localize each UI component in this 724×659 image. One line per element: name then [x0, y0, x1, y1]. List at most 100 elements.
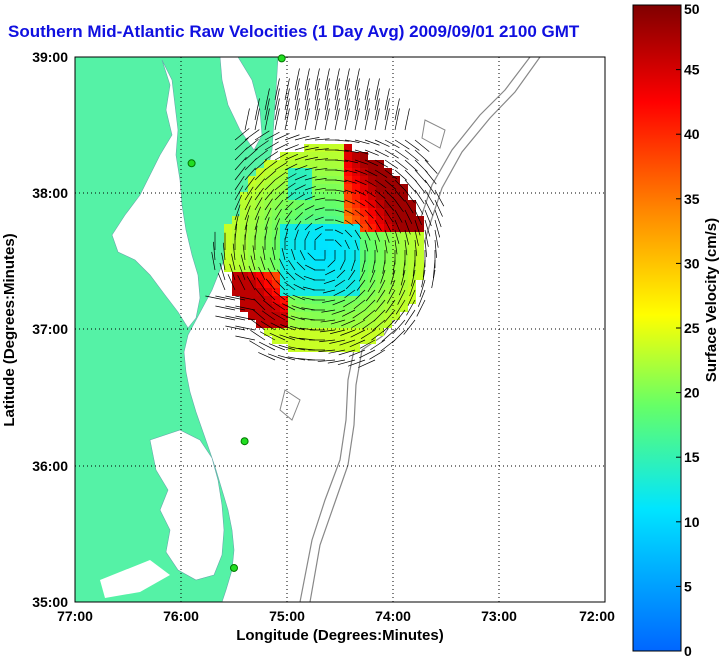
- velocity-vector: [254, 287, 266, 301]
- velocity-vector: [304, 137, 320, 141]
- velocity-vector: [394, 199, 404, 213]
- velocity-vector: [334, 179, 347, 182]
- velocity-cell: [352, 248, 360, 256]
- velocity-cell: [376, 232, 384, 240]
- velocity-vector: [323, 279, 336, 285]
- velocity-vector: [404, 209, 413, 224]
- velocity-vector: [288, 259, 296, 271]
- velocity-cell: [280, 232, 288, 240]
- velocity-vector: [434, 199, 443, 217]
- velocity-vector: [254, 168, 267, 181]
- velocity-vector: [416, 299, 426, 317]
- velocity-vector: [264, 108, 270, 131]
- velocity-vector: [424, 229, 429, 247]
- colorbar-tick-label: 50: [684, 1, 700, 17]
- velocity-cell: [328, 232, 336, 240]
- colorbar-tick-label: 25: [684, 320, 700, 336]
- velocity-vector: [384, 98, 390, 121]
- velocity-vector: [364, 239, 369, 252]
- delaware-bay: [219, 57, 263, 151]
- velocity-cell: [384, 256, 392, 264]
- velocity-vector: [211, 251, 216, 271]
- velocity-cell: [320, 312, 328, 320]
- velocity-vector: [294, 203, 305, 211]
- velocity-cell: [368, 232, 376, 240]
- velocity-cell: [320, 192, 328, 200]
- velocity-vector: [381, 329, 396, 342]
- velocity-cell: [304, 256, 312, 264]
- velocity-vector: [344, 149, 359, 154]
- velocity-cell: [352, 296, 360, 304]
- velocity-vector: [339, 259, 346, 270]
- velocity-vector: [244, 186, 254, 201]
- velocity-vector: [274, 142, 289, 151]
- velocity-cell: [280, 336, 288, 344]
- velocity-cell: [296, 208, 304, 216]
- velocity-vector: [392, 259, 396, 275]
- velocity-vector: [299, 250, 306, 261]
- velocity-cell: [296, 184, 304, 192]
- velocity-cell: [320, 184, 328, 192]
- velocity-cell: [304, 288, 312, 296]
- velocity-cell: [368, 208, 376, 216]
- velocity-cell: [336, 160, 344, 168]
- velocity-vector: [369, 269, 376, 283]
- velocity-vector: [259, 331, 276, 341]
- velocity-vector: [344, 179, 357, 184]
- velocity-cell: [408, 232, 416, 240]
- velocity-vector: [274, 162, 288, 171]
- depth-contour: [421, 119, 446, 149]
- velocity-cell: [248, 200, 256, 208]
- velocity-vector: [359, 269, 366, 282]
- velocity-vector: [307, 252, 316, 261]
- depth-contour: [279, 389, 301, 421]
- velocity-vector: [364, 209, 374, 219]
- velocity-vector: [314, 78, 320, 101]
- colorbar-tick-label: 15: [684, 449, 700, 465]
- velocity-vector: [205, 295, 226, 301]
- velocity-vector: [433, 259, 436, 279]
- velocity-cell: [408, 256, 416, 264]
- velocity-cell: [296, 328, 304, 336]
- velocity-cell: [312, 288, 320, 296]
- velocity-cell: [280, 224, 288, 232]
- velocity-cell: [408, 288, 416, 296]
- velocity-vector: [342, 309, 356, 317]
- velocity-vector: [215, 295, 236, 301]
- velocity-cell: [384, 216, 392, 224]
- velocity-cell: [288, 296, 296, 304]
- velocity-vector: [354, 209, 365, 217]
- velocity-cell: [360, 168, 368, 176]
- velocity-vector: [348, 269, 356, 281]
- velocity-vector: [394, 108, 400, 131]
- velocity-vector: [384, 159, 399, 169]
- velocity-cell: [344, 320, 352, 328]
- velocity-cell: [368, 280, 376, 288]
- velocity-vector: [248, 265, 256, 281]
- velocity-vector: [364, 149, 379, 156]
- velocity-cell: [256, 240, 264, 248]
- velocity-cell: [224, 232, 232, 240]
- colorbar-ticks: 0 5 10 15 20 25 30 35 40 45 50: [676, 1, 700, 659]
- velocity-cell: [232, 232, 240, 240]
- velocity-vector: [372, 259, 376, 273]
- velocity-cell: [264, 272, 272, 280]
- velocity-cell: [304, 296, 312, 304]
- velocity-cell: [264, 176, 272, 184]
- velocity-cell: [312, 184, 320, 192]
- velocity-vector: [374, 169, 388, 178]
- velocity-vector: [264, 98, 270, 121]
- velocity-cell: [288, 208, 296, 216]
- velocity-cell: [360, 208, 368, 216]
- velocity-vector: [397, 289, 406, 305]
- velocity-vector: [374, 179, 387, 189]
- velocity-cell: [392, 256, 400, 264]
- velocity-vector: [235, 315, 256, 321]
- velocity-cell: [264, 288, 272, 296]
- velocity-vector: [344, 229, 353, 238]
- velocity-vector: [282, 303, 296, 311]
- velocity-cell: [280, 280, 288, 288]
- velocity-vector: [334, 219, 344, 224]
- velocity-vector: [364, 139, 380, 146]
- velocity-cell: [296, 224, 304, 232]
